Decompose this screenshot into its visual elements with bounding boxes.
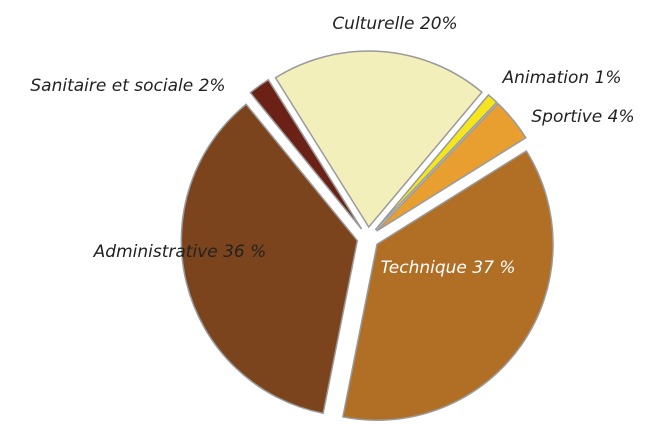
pie-slice (249, 78, 363, 230)
slice-label: Culturelle 20% (332, 14, 457, 34)
slice-label: Sanitaire et sociale 2% (30, 76, 225, 96)
pie-slice (341, 149, 554, 421)
pie-slice (374, 93, 498, 231)
slice-label: Animation 1% (501, 68, 621, 88)
pie-slice (180, 103, 359, 415)
slice-label: Technique 37 % (381, 258, 516, 278)
slice-label: Administrative 36 % (93, 242, 267, 262)
slice-label: Sportive 4% (531, 107, 634, 127)
pie-slice (375, 102, 527, 232)
pie-slice (274, 50, 483, 229)
